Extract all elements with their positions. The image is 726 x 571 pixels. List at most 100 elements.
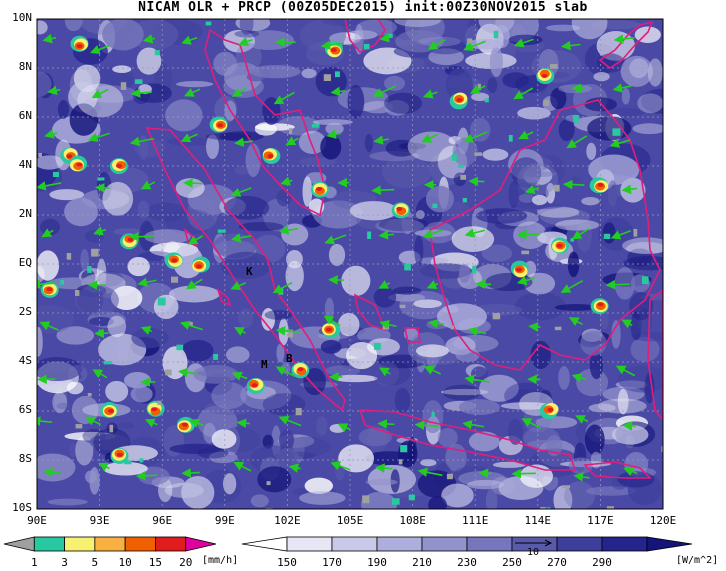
cloud-patch <box>555 219 600 231</box>
wind-arrow <box>98 462 110 472</box>
cloud-patch <box>107 315 127 338</box>
precip-cell <box>182 422 189 427</box>
olr-level-label: 290 <box>592 556 612 569</box>
precip-speck <box>400 445 408 453</box>
precip-swatch <box>155 536 187 552</box>
cloud-patch <box>627 248 653 267</box>
cloud-patch <box>64 197 98 227</box>
wind-arrow <box>605 279 630 290</box>
coast-nias <box>183 227 199 248</box>
precip-speck <box>87 393 92 397</box>
wind-arrow <box>230 187 252 197</box>
cloud-patch <box>169 443 222 454</box>
precip-speck <box>641 276 649 285</box>
wind-arrow <box>378 230 395 240</box>
cloud-patch <box>384 75 406 91</box>
olr-unit-label: [W/m^2] <box>676 555 719 566</box>
cloud-patch <box>96 258 107 291</box>
wind-arrow <box>373 135 389 145</box>
cloud-patch <box>437 427 458 448</box>
cloud-patch <box>219 131 264 142</box>
wind-arrow <box>231 87 247 97</box>
precip-speck <box>103 360 112 365</box>
precip-speck <box>363 43 370 50</box>
cloud-patch <box>458 471 506 487</box>
wind-arrow <box>469 85 486 94</box>
precip-cell <box>316 186 323 191</box>
cloud-patch <box>153 294 179 320</box>
cloud-patch <box>466 38 505 50</box>
cloud-patch <box>508 181 519 209</box>
wind-arrow <box>573 472 590 482</box>
precip-cell <box>556 243 563 248</box>
wind-arrow <box>375 463 393 473</box>
precip-cell <box>195 264 202 269</box>
lat-tick-2s: 2S <box>18 305 32 318</box>
olr-swatch <box>646 536 693 552</box>
cloud-patch <box>37 326 43 357</box>
olr-swatch <box>466 536 513 552</box>
wind-arrow <box>423 365 441 375</box>
cloud-patch <box>301 68 317 79</box>
cloud-patch <box>220 251 272 279</box>
cloud-patch <box>205 132 252 141</box>
cloud-patch <box>587 116 632 141</box>
cloud-patch <box>175 81 214 88</box>
cloud-patch <box>517 106 551 120</box>
precip-speck <box>124 460 132 465</box>
cloud-patch <box>611 424 649 445</box>
cloud-patch <box>384 100 410 116</box>
cloud-patch <box>445 68 473 102</box>
cloud-patch <box>69 103 99 136</box>
precip-swatch <box>124 536 156 552</box>
cloud-patch <box>75 285 119 316</box>
precip-speck <box>446 473 453 480</box>
cloud-patch <box>341 265 371 297</box>
cloud-patch <box>428 496 447 509</box>
cloud-patch <box>329 423 346 433</box>
precip-unit-label: [mm/h] <box>202 555 239 566</box>
cloud-patch <box>88 316 114 327</box>
wind-arrow <box>130 88 152 98</box>
precip-speck <box>508 134 513 142</box>
wind-arrow <box>612 83 632 93</box>
station-label-k: K <box>246 265 253 278</box>
wind-arrow <box>129 231 154 242</box>
wind-arrow <box>464 228 486 238</box>
precip-speck <box>467 38 473 44</box>
cloud-patch <box>466 479 504 490</box>
wind-arrow <box>516 275 535 286</box>
wind-arrow <box>233 461 252 472</box>
cloud-patch <box>358 427 393 447</box>
cloud-patch <box>249 65 301 79</box>
wind-arrow <box>524 184 539 195</box>
cloud-patch <box>325 122 344 135</box>
cloud-patch <box>320 134 342 160</box>
wind-arrow <box>272 281 293 294</box>
cloud-patch <box>338 444 375 473</box>
wind-arrow <box>621 184 638 195</box>
precip-speck <box>374 342 381 350</box>
vector-reference-label: 10 <box>527 547 539 558</box>
precip-speck <box>612 128 621 136</box>
wind-arrow <box>278 225 299 235</box>
precip-level-label: 10 <box>118 556 132 569</box>
precip-speck <box>157 297 166 306</box>
cloud-patch <box>130 386 153 403</box>
coast-siberut <box>216 287 232 307</box>
cloud-patch <box>482 148 509 161</box>
olr-level-label: 150 <box>277 556 297 569</box>
cloud-patch <box>68 81 98 113</box>
wind-arrow <box>462 419 485 430</box>
wind-arrow <box>615 365 636 377</box>
wind-arrow <box>610 229 631 240</box>
cloud-patch <box>56 326 95 345</box>
lon-tick-99e: 99E <box>214 514 235 527</box>
wind-arrow <box>560 280 584 293</box>
wind-arrow <box>42 33 57 44</box>
precip-cell <box>46 287 53 292</box>
cloud-patch <box>458 264 471 283</box>
vector-reference-arrowhead <box>544 539 553 547</box>
cloud-patch <box>102 19 144 51</box>
olr-level-label: 270 <box>547 556 567 569</box>
